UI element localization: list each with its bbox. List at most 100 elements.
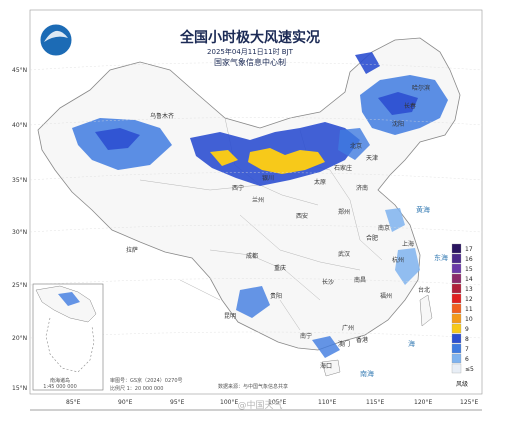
map-scale: 比例尺 1：20 000 000	[110, 385, 163, 392]
lat-label: 20°N	[12, 335, 27, 342]
legend-swatch	[451, 243, 462, 254]
city-label: 南宁	[300, 332, 312, 340]
map-agency: 国家气象信息中心制	[214, 57, 286, 67]
city-label: 哈尔滨	[412, 84, 430, 92]
legend-swatch	[451, 363, 462, 374]
legend-swatch	[451, 353, 462, 364]
city-label: 贵阳	[270, 292, 282, 300]
title-block: 全国小时极大风速实况 2025年04月11日11时 BJT 国家气象信息中心制	[39, 23, 320, 67]
city-label: 天津	[366, 155, 378, 162]
city-label: 昆明	[224, 313, 236, 320]
city-label: 上海	[402, 240, 414, 248]
city-label: 广州	[342, 324, 354, 332]
legend-level: 16	[465, 256, 473, 263]
sea-label: 海	[408, 339, 415, 348]
city-label: 乌鲁木齐	[150, 112, 174, 120]
legend-level: 10	[465, 316, 473, 323]
legend-level: 17	[465, 246, 473, 253]
legend-swatch	[451, 343, 462, 354]
city-label: 长春	[404, 102, 416, 110]
legend-swatch	[451, 283, 462, 294]
taiwan-island	[419, 294, 433, 327]
city-labels: 乌鲁木齐 哈尔滨 长春 沈阳 北京 天津 石家庄 银川 太原 济南 西宁 兰州 …	[126, 84, 430, 370]
sea-label: 黄海	[416, 205, 430, 214]
inset-shading	[58, 292, 80, 306]
legend-swatch	[451, 273, 462, 284]
lon-label: 110°E	[318, 399, 336, 406]
inset-dashline	[45, 317, 95, 373]
legend-swatch	[451, 333, 462, 344]
city-label: 武汉	[338, 250, 350, 258]
city-label: 拉萨	[126, 246, 138, 254]
legend-title: 风级	[456, 380, 468, 388]
latitude-labels: 45°N 40°N 35°N 30°N 25°N 20°N 15°N	[12, 67, 27, 392]
review-number: 审图号：GS京（2024）0270号	[110, 377, 183, 384]
map-title: 全国小时极大风速实况	[179, 29, 320, 46]
legend-swatch	[451, 303, 462, 314]
wind-shading	[72, 52, 448, 358]
cma-logo-mark	[44, 30, 68, 42]
lon-label: 100°E	[220, 399, 238, 406]
lat-label: 15°N	[12, 385, 27, 392]
city-label: 杭州	[392, 256, 404, 264]
legend-level: 14	[465, 276, 473, 283]
city-label: 沈阳	[392, 120, 404, 128]
lat-label: 25°N	[12, 282, 27, 289]
lon-label: 125°E	[460, 399, 478, 406]
city-label: 澳门	[338, 340, 350, 348]
lat-label: 35°N	[12, 177, 27, 184]
cma-logo	[40, 24, 72, 56]
legend-swatch	[451, 263, 462, 274]
city-label: 福州	[380, 292, 392, 300]
watermark: @中国天气	[237, 399, 282, 411]
inset-coast	[35, 285, 97, 323]
city-label: 兰州	[252, 196, 264, 204]
lon-label: 95°E	[170, 399, 185, 406]
inset-scale: 1:45 000 000	[43, 384, 77, 390]
lat-label: 30°N	[12, 229, 27, 236]
lat-label: 40°N	[12, 122, 27, 129]
legend-level: 12	[465, 296, 473, 303]
legend-swatch	[451, 293, 462, 304]
data-source: 数据来源：与中国气象信息共享	[218, 383, 288, 390]
longitude-labels: 85°E 90°E 95°E 100°E 105°E 110°E 115°E 1…	[66, 399, 478, 406]
legend-level: 9	[465, 326, 469, 333]
city-label: 成都	[246, 252, 258, 260]
hainan-island	[321, 359, 341, 377]
city-label: 西安	[296, 212, 308, 220]
legend-level: 15	[465, 266, 473, 273]
city-label: 香港	[356, 336, 368, 344]
legend-level: 6	[465, 356, 469, 363]
legend-swatch	[451, 313, 462, 324]
legend-level: 8	[465, 336, 469, 343]
cma-logo-ring	[39, 23, 73, 57]
inset-label: 南海诸岛	[50, 377, 70, 384]
city-label: 银川	[262, 174, 274, 182]
city-label: 合肥	[366, 234, 378, 242]
legend-swatch	[451, 253, 462, 264]
sea-label: 东海	[434, 253, 448, 262]
city-label: 南昌	[354, 276, 366, 284]
city-label: 济南	[356, 184, 368, 192]
city-label: 太原	[314, 178, 326, 186]
city-label: 北京	[350, 142, 362, 150]
sea-labels: 黄海 东海 海 南海	[360, 205, 448, 378]
city-label: 长沙	[322, 278, 334, 286]
lon-label: 115°E	[366, 399, 384, 406]
lon-label: 85°E	[66, 399, 81, 406]
lon-label: 105°E	[268, 399, 286, 406]
city-label: 重庆	[274, 264, 286, 272]
lon-label: 120°E	[414, 399, 432, 406]
city-label: 海口	[320, 362, 332, 370]
city-label: 石家庄	[334, 164, 352, 172]
legend-swatch	[451, 323, 462, 334]
city-label: 西宁	[232, 184, 244, 192]
lon-label: 90°E	[118, 399, 133, 406]
legend-level: ≤5	[465, 366, 474, 373]
sea-label: 南海	[360, 369, 374, 378]
lat-label: 45°N	[12, 67, 27, 74]
legend-level: 11	[465, 306, 473, 313]
map-datetime: 2025年04月11日11时 BJT	[207, 47, 294, 56]
legend-level: 13	[465, 286, 473, 293]
